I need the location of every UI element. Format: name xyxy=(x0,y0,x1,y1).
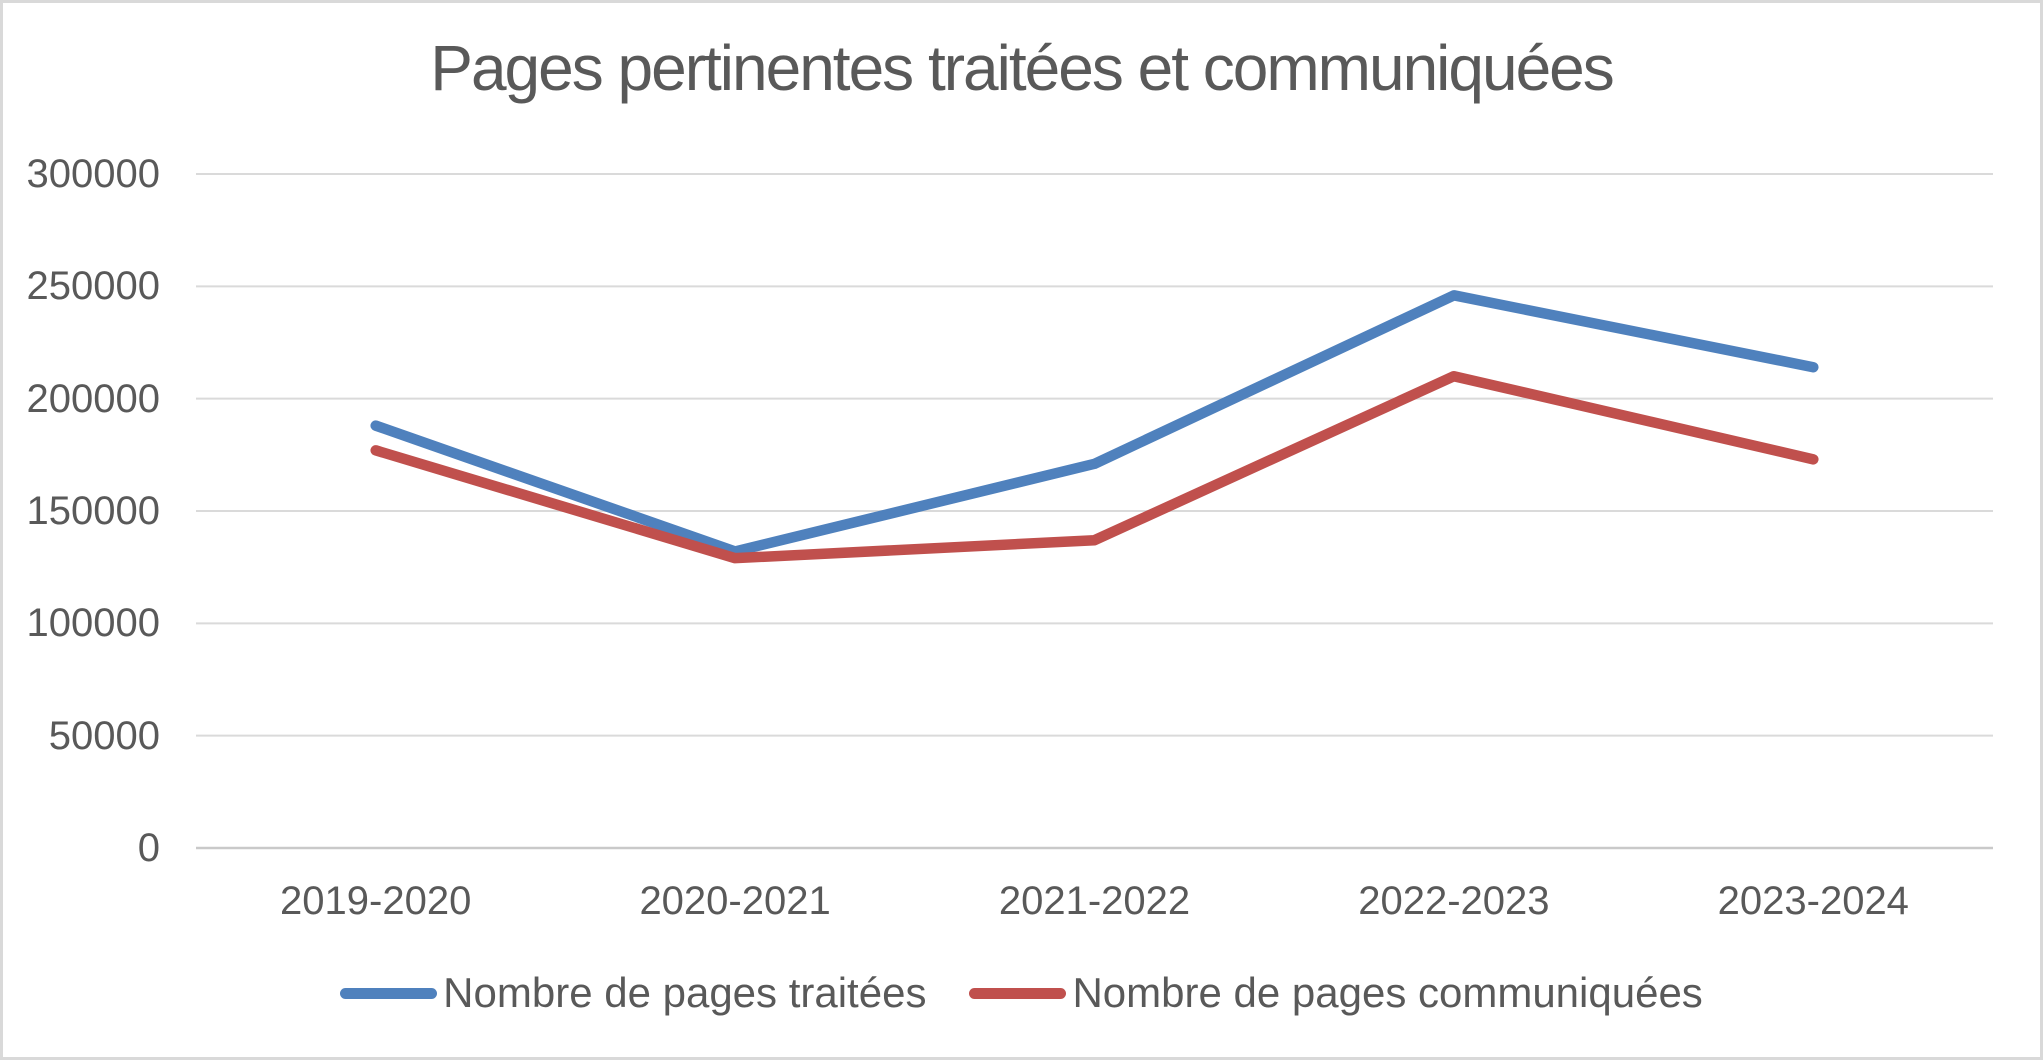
x-tick-label: 2022-2023 xyxy=(1358,879,1550,923)
legend: Nombre de pages traitées Nombre de pages … xyxy=(3,967,2040,1019)
chart-title: Pages pertinentes traitées et communiqué… xyxy=(430,32,1615,104)
plot-area xyxy=(196,173,1993,850)
x-tick-label: 2020-2021 xyxy=(639,879,831,923)
y-tick-label: 100000 xyxy=(26,601,160,646)
legend-item-nombre-de-pages-communiquees: Nombre de pages communiquées xyxy=(969,969,1703,1017)
y-tick-label: 50000 xyxy=(48,713,160,758)
legend-item-nombre-de-pages-traitees: Nombre de pages traitées xyxy=(340,969,926,1017)
y-tick-label: 150000 xyxy=(26,489,160,533)
y-tick-label: 200000 xyxy=(26,376,160,421)
legend-swatch-icon xyxy=(340,987,438,999)
legend-swatch-icon xyxy=(969,987,1067,999)
x-tick-label: 2019-2020 xyxy=(280,879,472,923)
y-tick-label: 300000 xyxy=(26,152,160,196)
x-tick-label: 2023-2024 xyxy=(1717,879,1909,923)
y-tick-label: 0 xyxy=(137,826,160,870)
series-line-nombre-de-pages-communiquees xyxy=(370,370,1819,564)
series-line-nombre-de-pages-traitees xyxy=(370,290,1819,557)
y-tick-label: 250000 xyxy=(26,264,160,309)
legend-label: Nombre de pages traitées xyxy=(443,969,927,1016)
x-tick-label: 2021-2022 xyxy=(998,879,1191,923)
legend-label: Nombre de pages communiquées xyxy=(1072,969,1703,1016)
